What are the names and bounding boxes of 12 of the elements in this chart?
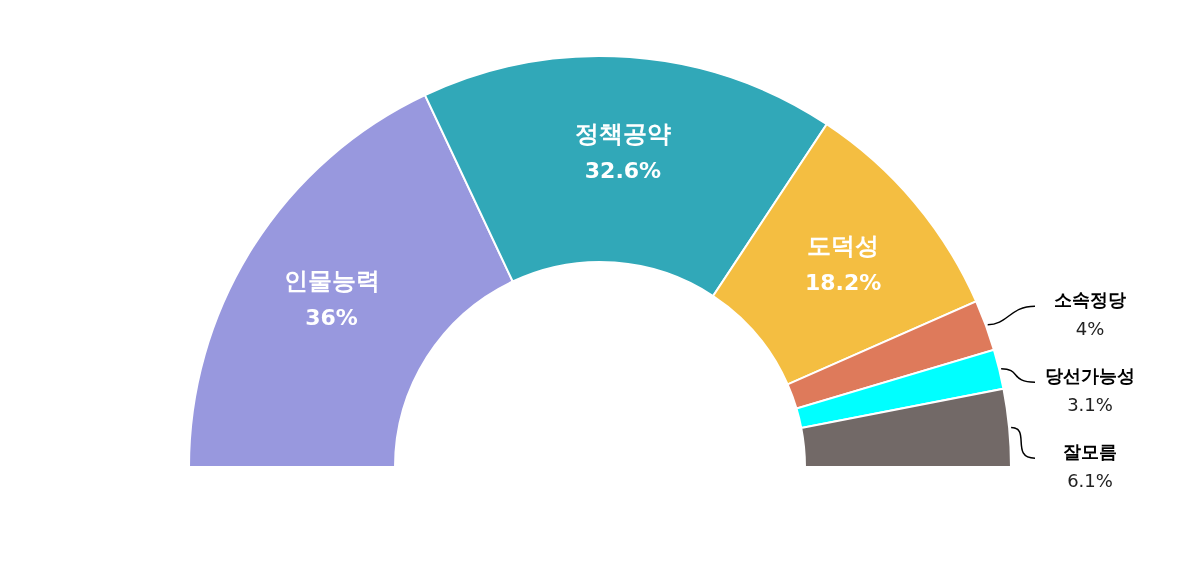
data-label: 32.6% — [584, 157, 662, 183]
data-label: 6.1% — [1067, 470, 1113, 492]
data-label: 4% — [1075, 318, 1105, 340]
data-label: 3.1% — [1067, 394, 1113, 416]
slice-label: 인물능력 — [283, 266, 380, 295]
slice-label: 정책공약 — [574, 119, 671, 148]
data-label: 36% — [305, 304, 358, 330]
slice-label: 당선가능성 — [1045, 365, 1135, 387]
data-label: 18.2% — [804, 270, 882, 295]
slice-label: 도덕성 — [807, 232, 880, 260]
slice-label: 잘모름 — [1063, 441, 1117, 463]
slice-label: 소속정당 — [1054, 289, 1126, 311]
